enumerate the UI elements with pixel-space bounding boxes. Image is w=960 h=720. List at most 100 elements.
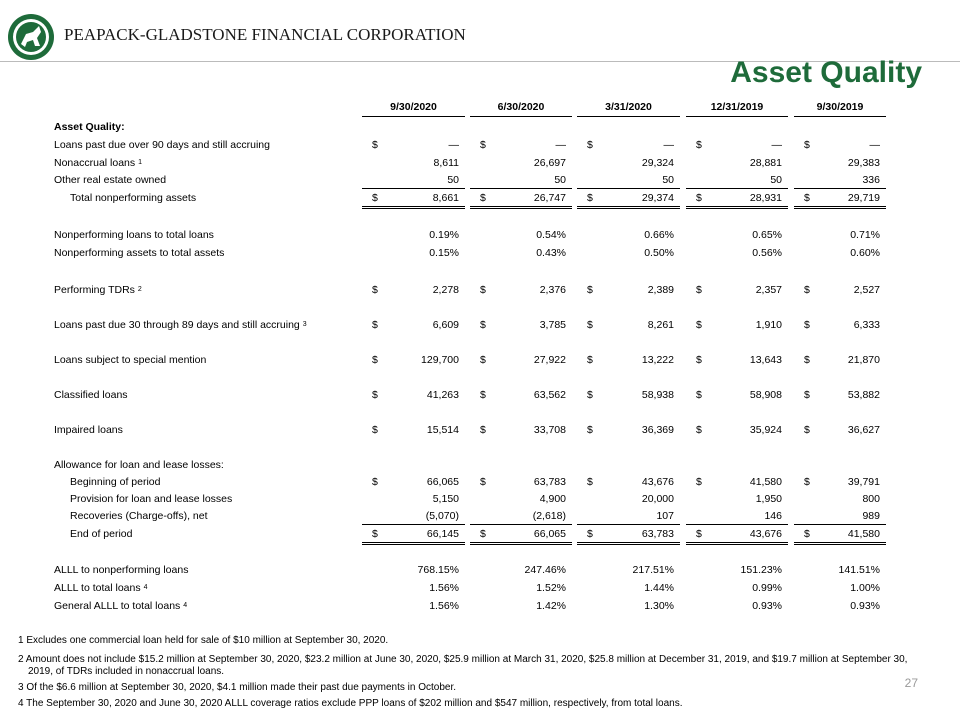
currency-sign: $ (372, 284, 378, 296)
subtotal-rule (362, 524, 465, 525)
total-rule (686, 208, 788, 209)
row-label-text: Nonperforming loans to total loans (54, 229, 214, 241)
cell-value: 1.00% (850, 582, 880, 594)
cell-value: (2,618) (532, 510, 566, 522)
currency-sign: $ (804, 284, 810, 296)
total-rule (686, 544, 788, 545)
cell-value: 66,065 (426, 476, 459, 488)
column-header: 9/30/2020 (390, 101, 437, 113)
row-label: Other real estate owned (54, 174, 166, 186)
total-rule (470, 542, 572, 543)
footnote: 3 Of the $6.6 million at September 30, 2… (18, 682, 457, 693)
cell-value: 21,870 (847, 354, 880, 366)
cell-value: 66,065 (533, 528, 566, 540)
cell-value: 39,791 (847, 476, 880, 488)
currency-sign: $ (372, 354, 378, 366)
row-label: Impaired loans (54, 424, 123, 436)
cell-value: 3,785 (539, 319, 566, 331)
row-label: Provision for loan and lease losses (70, 493, 232, 505)
cell-value: 29,324 (641, 157, 674, 169)
currency-sign: $ (804, 528, 810, 540)
cell-value: 15,514 (426, 424, 459, 436)
footnote: 2 Amount does not include $15.2 million … (18, 654, 908, 677)
row-label: General ALLL to total loans 4 (54, 600, 187, 612)
cell-value: 20,000 (641, 493, 674, 505)
total-rule (470, 206, 572, 207)
subtotal-rule (362, 188, 465, 189)
cell-value: 41,263 (426, 389, 459, 401)
cell-value: — (448, 139, 460, 151)
row-label: Performing TDRs 2 (54, 284, 142, 296)
currency-sign: $ (696, 319, 702, 331)
cell-value: 50 (770, 174, 782, 186)
cell-value: 336 (862, 174, 880, 186)
row-label-text: General ALLL to total loans (54, 600, 181, 612)
cell-value: 58,938 (641, 389, 674, 401)
currency-sign: $ (587, 284, 593, 296)
currency-sign: $ (587, 389, 593, 401)
page-number: 27 (904, 676, 918, 690)
currency-sign: $ (480, 139, 486, 151)
subtotal-rule (794, 524, 886, 525)
cell-value: 35,924 (749, 424, 782, 436)
currency-sign: $ (804, 354, 810, 366)
cell-value: 1.30% (644, 600, 674, 612)
row-label-text: Provision for loan and lease losses (70, 493, 233, 505)
cell-value: 29,383 (847, 157, 880, 169)
cell-value: 1.56% (429, 600, 459, 612)
currency-sign: $ (372, 192, 378, 204)
cell-value: 146 (764, 510, 782, 522)
cell-value: 63,783 (533, 476, 566, 488)
cell-value: — (771, 139, 783, 151)
total-rule (470, 544, 572, 545)
currency-sign: $ (696, 424, 702, 436)
cell-value: 141.51% (838, 564, 880, 576)
cell-value: 0.56% (752, 247, 782, 259)
cell-value: — (869, 139, 881, 151)
row-label-text: Classified loans (54, 389, 128, 401)
cell-value: 6,333 (853, 319, 880, 331)
footnote-ref: 4 (183, 602, 188, 609)
currency-sign: $ (696, 139, 702, 151)
cell-value: 0.93% (850, 600, 880, 612)
cell-value: 8,261 (647, 319, 674, 331)
header-underline (686, 116, 788, 117)
row-label-text: ALLL to total loans (54, 582, 141, 594)
row-label-text: Performing TDRs (54, 284, 135, 296)
row-label-text: Loans subject to special mention (54, 354, 207, 366)
cell-value: 151.23% (740, 564, 782, 576)
total-rule (362, 544, 465, 545)
cell-value: 0.54% (536, 229, 566, 241)
currency-sign: $ (587, 319, 593, 331)
cell-value: 0.50% (644, 247, 674, 259)
cell-value: 53,882 (847, 389, 880, 401)
row-label: ALLL to total loans 4 (54, 582, 148, 594)
total-rule (470, 208, 572, 209)
currency-sign: $ (587, 424, 593, 436)
cell-value: 43,676 (749, 528, 782, 540)
footnote: 4 The September 30, 2020 and June 30, 20… (18, 698, 683, 709)
row-label: Total nonperforming assets (70, 192, 196, 204)
cell-value: 217.51% (632, 564, 674, 576)
cell-value: 0.65% (752, 229, 782, 241)
cell-value: 2,389 (647, 284, 674, 296)
company-name: PEAPACK-GLADSTONE FINANCIAL CORPORATION (64, 25, 466, 44)
currency-sign: $ (696, 476, 702, 488)
currency-sign: $ (587, 192, 593, 204)
row-label-text: Allowance for loan and lease losses: (54, 459, 224, 471)
row-label-text: Recoveries (Charge-offs), net (70, 510, 208, 522)
row-label-text: End of period (70, 528, 133, 540)
currency-sign: $ (804, 389, 810, 401)
row-label: ALLL to nonperforming loans (54, 564, 188, 576)
currency-sign: $ (696, 389, 702, 401)
cell-value: 129,700 (421, 354, 459, 366)
cell-value: 0.71% (850, 229, 880, 241)
cell-value: 2,278 (432, 284, 459, 296)
cell-value: — (555, 139, 567, 151)
currency-sign: $ (587, 354, 593, 366)
cell-value: 1.44% (644, 582, 674, 594)
row-label: Classified loans (54, 389, 128, 401)
currency-sign: $ (480, 284, 486, 296)
total-rule (686, 206, 788, 207)
currency-sign: $ (480, 354, 486, 366)
